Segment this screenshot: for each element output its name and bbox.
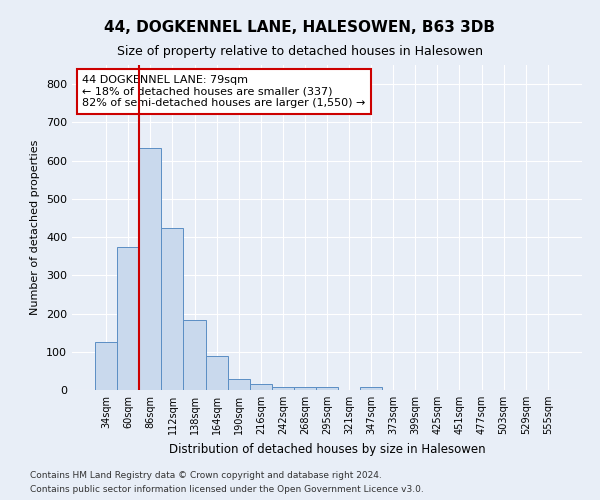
Bar [294,387,316,390]
Bar [360,387,382,390]
Y-axis label: Number of detached properties: Number of detached properties [31,140,40,315]
Text: Contains HM Land Registry data © Crown copyright and database right 2024.: Contains HM Land Registry data © Crown c… [30,470,382,480]
Bar [161,228,184,390]
Bar [117,246,139,390]
Text: 44, DOGKENNEL LANE, HALESOWEN, B63 3DB: 44, DOGKENNEL LANE, HALESOWEN, B63 3DB [104,20,496,35]
X-axis label: Distribution of detached houses by size in Halesowen: Distribution of detached houses by size … [169,442,485,456]
Text: Contains public sector information licensed under the Open Government Licence v3: Contains public sector information licen… [30,486,424,494]
Bar [250,384,272,390]
Bar [227,378,250,390]
Text: 44 DOGKENNEL LANE: 79sqm
← 18% of detached houses are smaller (337)
82% of semi-: 44 DOGKENNEL LANE: 79sqm ← 18% of detach… [82,74,365,108]
Text: Size of property relative to detached houses in Halesowen: Size of property relative to detached ho… [117,45,483,58]
Bar [95,342,117,390]
Bar [316,387,338,390]
Bar [206,356,227,390]
Bar [184,320,206,390]
Bar [139,148,161,390]
Bar [272,387,294,390]
